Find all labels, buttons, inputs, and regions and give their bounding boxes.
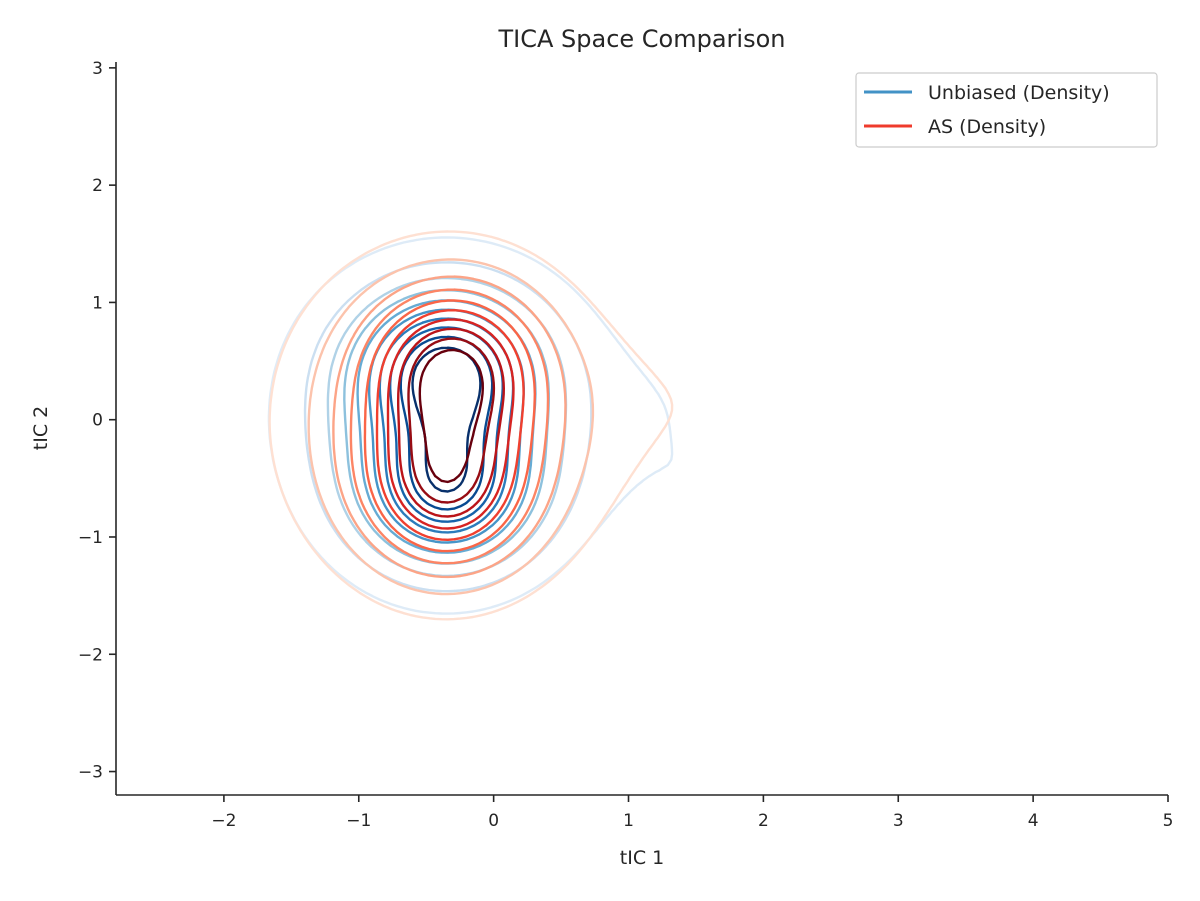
as-contour-level-10 (418, 348, 484, 484)
y-axis-label: tIC 2 (30, 406, 52, 450)
as-contour-level-8 (397, 327, 505, 518)
y-tick-label: 3 (92, 59, 103, 79)
y-tick-label: −1 (78, 528, 103, 548)
as-contour-level-5 (363, 299, 536, 553)
x-tick-label: −1 (346, 811, 371, 831)
x-tick-label: −2 (211, 811, 236, 831)
x-axis-label: tIC 1 (620, 847, 664, 869)
as-contour-level-2 (307, 258, 595, 596)
y-ticks: −3 −2 −1 0 1 2 3 (78, 59, 116, 783)
x-tick-label: 5 (1163, 811, 1174, 831)
as-contour-level-1 (268, 230, 674, 621)
y-tick-label: 0 (92, 411, 103, 431)
legend: Unbiased (Density) AS (Density) (855, 72, 1158, 148)
legend-box (855, 72, 1158, 148)
as-density-contours (268, 230, 674, 621)
x-tick-label: 3 (893, 811, 904, 831)
axes (115, 62, 1168, 796)
y-tick-label: −2 (78, 645, 103, 665)
x-tick-label: 4 (1028, 811, 1039, 831)
x-tick-label: 2 (758, 811, 769, 831)
legend-label-unbiased: Unbiased (Density) (928, 82, 1110, 104)
y-tick-label: 2 (92, 176, 103, 196)
x-tick-label: 1 (623, 811, 634, 831)
as-contour-level-4 (349, 288, 550, 565)
legend-label-as: AS (Density) (928, 116, 1046, 138)
x-tick-label: 0 (488, 811, 499, 831)
as-contour-level-3 (332, 275, 567, 579)
contour-layer (267, 230, 674, 621)
chart-title: TICA Space Comparison (497, 25, 785, 53)
y-tick-label: −3 (78, 763, 103, 783)
y-tick-label: 1 (92, 293, 103, 313)
as-contour-level-6 (375, 309, 525, 541)
as-contour-level-7 (386, 318, 515, 530)
x-ticks: −2 −1 0 1 2 3 4 5 (211, 795, 1173, 831)
as-contour-level-9 (407, 337, 496, 504)
